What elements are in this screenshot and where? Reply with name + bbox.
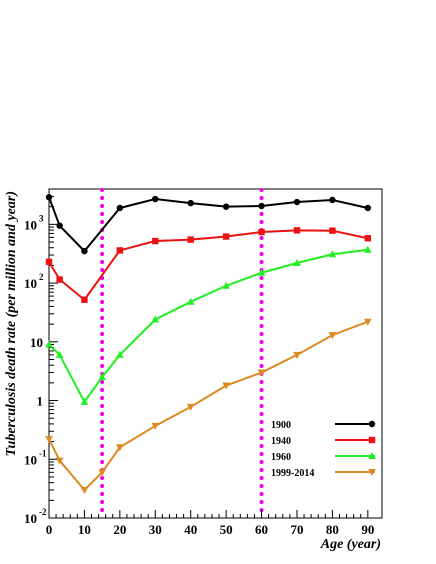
y-tick-label: 10 — [24, 511, 37, 526]
x-tick-label: 80 — [326, 522, 339, 537]
data-point — [45, 340, 53, 348]
data-point — [257, 268, 266, 276]
y-axis-title: Tuberculosis death rate (per million and… — [4, 191, 19, 456]
data-point — [364, 245, 372, 253]
data-point — [293, 227, 301, 234]
data-point — [80, 486, 89, 494]
series-line — [48, 229, 369, 302]
series-layer — [45, 194, 372, 494]
data-point — [151, 315, 160, 323]
data-point — [151, 422, 160, 430]
data-point — [293, 198, 301, 206]
data-point — [56, 276, 63, 283]
data-point — [81, 247, 88, 255]
data-point — [186, 403, 195, 411]
x-tick-label: 10 — [78, 522, 91, 537]
data-point — [45, 258, 53, 266]
legend-label: 1900 — [271, 420, 291, 431]
series-line — [48, 248, 368, 404]
data-point — [257, 369, 266, 377]
y-tick-exponent: -1 — [39, 448, 47, 458]
series-line — [48, 320, 369, 492]
data-point — [328, 250, 337, 258]
plot-frame — [48, 188, 383, 519]
series-2 — [45, 227, 372, 303]
data-point — [187, 199, 194, 207]
legend: 1900 1940 1960 1999-2014 — [271, 420, 376, 479]
data-point — [222, 281, 230, 289]
data-point — [98, 469, 106, 477]
data-point — [187, 236, 194, 243]
data-point — [116, 444, 124, 452]
series-line — [48, 196, 369, 253]
data-point — [293, 258, 301, 266]
x-tick-label: 30 — [149, 522, 162, 537]
x-tick-label: 0 — [46, 522, 53, 537]
data-point — [152, 195, 159, 203]
grid-lines — [100, 188, 264, 519]
data-point — [81, 296, 88, 303]
data-point — [364, 204, 372, 212]
y-tick-exponent: 3 — [39, 213, 44, 223]
legend-label: 1960 — [271, 452, 291, 463]
series-4 — [45, 318, 372, 494]
series-1 — [45, 194, 372, 255]
series-3 — [45, 245, 372, 405]
data-point — [55, 457, 64, 465]
y-tick-label: 10 — [30, 335, 43, 350]
data-point — [222, 382, 230, 390]
legend-marker — [368, 452, 376, 459]
x-tick-label: 60 — [255, 522, 268, 537]
data-point — [45, 194, 53, 201]
data-point — [56, 222, 63, 229]
data-point — [258, 228, 265, 236]
x-tick-label: 20 — [113, 522, 126, 537]
legend-label: 1999-2014 — [271, 468, 314, 479]
y-tick-label: 10 — [24, 217, 37, 232]
legend-marker — [368, 469, 376, 476]
data-point — [258, 202, 265, 210]
data-point — [222, 233, 230, 240]
data-point — [98, 373, 106, 381]
data-point — [116, 247, 124, 254]
data-point — [80, 397, 89, 405]
data-point — [328, 332, 337, 340]
x-tick-label: 50 — [220, 522, 233, 537]
data-point — [364, 318, 372, 326]
x-tick-label: 40 — [184, 522, 197, 537]
y-tick-exponent: -2 — [39, 507, 47, 517]
data-point — [116, 350, 124, 358]
data-point — [186, 297, 195, 305]
data-point — [329, 227, 336, 234]
y-tick-label: 10 — [24, 452, 37, 467]
x-axis-title: Age (year) — [320, 537, 381, 552]
legend-marker — [368, 436, 376, 444]
data-point — [152, 237, 159, 245]
legend-marker — [368, 420, 376, 428]
legend-label: 1940 — [271, 436, 291, 447]
data-point — [293, 351, 301, 359]
data-point — [116, 204, 124, 212]
y-tick-label: 1 — [37, 394, 44, 409]
data-point — [55, 350, 64, 358]
data-point — [329, 196, 336, 204]
x-tick-label: 90 — [361, 522, 374, 537]
y-tick-exponent: 2 — [39, 272, 44, 282]
data-point — [364, 235, 372, 242]
data-point — [222, 203, 230, 210]
x-axis-ticks: 0 10 20 30 40 50 60 70 80 90 — [46, 510, 374, 537]
x-tick-label: 70 — [290, 522, 303, 537]
y-tick-label: 10 — [24, 276, 37, 291]
data-point — [45, 436, 53, 444]
